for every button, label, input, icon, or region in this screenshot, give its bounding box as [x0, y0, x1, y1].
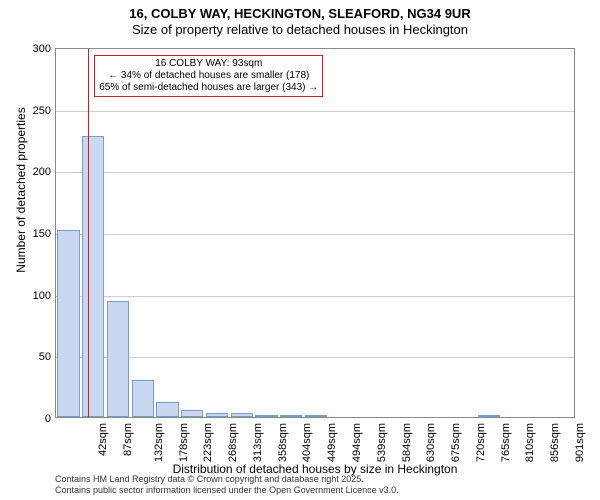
footer-line: Contains HM Land Registry data © Crown c…: [55, 474, 399, 485]
x-tick-label: 584sqm: [401, 423, 413, 462]
annotation-line: 16 COLBY WAY: 93sqm: [99, 58, 318, 70]
footer-line: Contains public sector information licen…: [55, 485, 399, 496]
chart-plot-area: 05010015020025030016 COLBY WAY: 93sqm← 3…: [55, 48, 575, 418]
x-tick-label: 404sqm: [302, 423, 314, 462]
histogram-bar: [107, 301, 129, 417]
footer-attribution: Contains HM Land Registry data © Crown c…: [55, 474, 399, 496]
x-tick-label: 268sqm: [227, 423, 239, 462]
y-gridline: [56, 234, 574, 235]
y-tick-label: 50: [21, 351, 51, 363]
y-tick-label: 250: [21, 105, 51, 117]
annotation-line: 65% of semi-detached houses are larger (…: [99, 82, 318, 94]
y-tick-label: 0: [21, 413, 51, 425]
x-tick-label: 675sqm: [450, 423, 462, 462]
y-gridline: [56, 296, 574, 297]
y-tick-label: 150: [21, 228, 51, 240]
histogram-bar: [156, 402, 178, 417]
y-tick-label: 200: [21, 166, 51, 178]
property-marker-line: [88, 49, 89, 417]
annotation-line: ← 34% of detached houses are smaller (17…: [99, 70, 318, 82]
histogram-bar: [82, 136, 104, 417]
x-tick-label: 856sqm: [549, 423, 561, 462]
x-tick-label: 449sqm: [326, 423, 338, 462]
histogram-bar: [255, 415, 277, 417]
histogram-bar: [305, 415, 327, 417]
x-tick-label: 901sqm: [574, 423, 586, 462]
y-tick-label: 100: [21, 290, 51, 302]
x-tick-label: 765sqm: [500, 423, 512, 462]
x-tick-label: 358sqm: [277, 423, 289, 462]
y-tick-label: 300: [21, 43, 51, 55]
chart-title: 16, COLBY WAY, HECKINGTON, SLEAFORD, NG3…: [0, 0, 600, 21]
x-tick-label: 87sqm: [122, 423, 134, 456]
histogram-bar: [57, 230, 79, 417]
histogram-bar: [132, 380, 154, 417]
y-gridline: [56, 357, 574, 358]
chart-subtitle: Size of property relative to detached ho…: [0, 21, 600, 37]
x-tick-label: 313sqm: [252, 423, 264, 462]
x-tick-label: 132sqm: [153, 423, 165, 462]
histogram-bar: [181, 410, 203, 417]
y-gridline: [56, 172, 574, 173]
x-tick-label: 223sqm: [203, 423, 215, 462]
x-tick-label: 494sqm: [351, 423, 363, 462]
x-tick-label: 178sqm: [178, 423, 190, 462]
histogram-bar: [231, 413, 253, 417]
annotation-box: 16 COLBY WAY: 93sqm← 34% of detached hou…: [94, 55, 323, 97]
x-tick-label: 630sqm: [425, 423, 437, 462]
histogram-bar: [206, 413, 228, 417]
histogram-bar: [280, 415, 302, 417]
histogram-bar: [478, 415, 500, 417]
x-tick-label: 539sqm: [376, 423, 388, 462]
x-tick-label: 810sqm: [524, 423, 536, 462]
y-gridline: [56, 111, 574, 112]
x-tick-label: 720sqm: [475, 423, 487, 462]
y-axis-title: Number of detached properties: [14, 50, 28, 330]
x-tick-label: 42sqm: [97, 423, 109, 456]
